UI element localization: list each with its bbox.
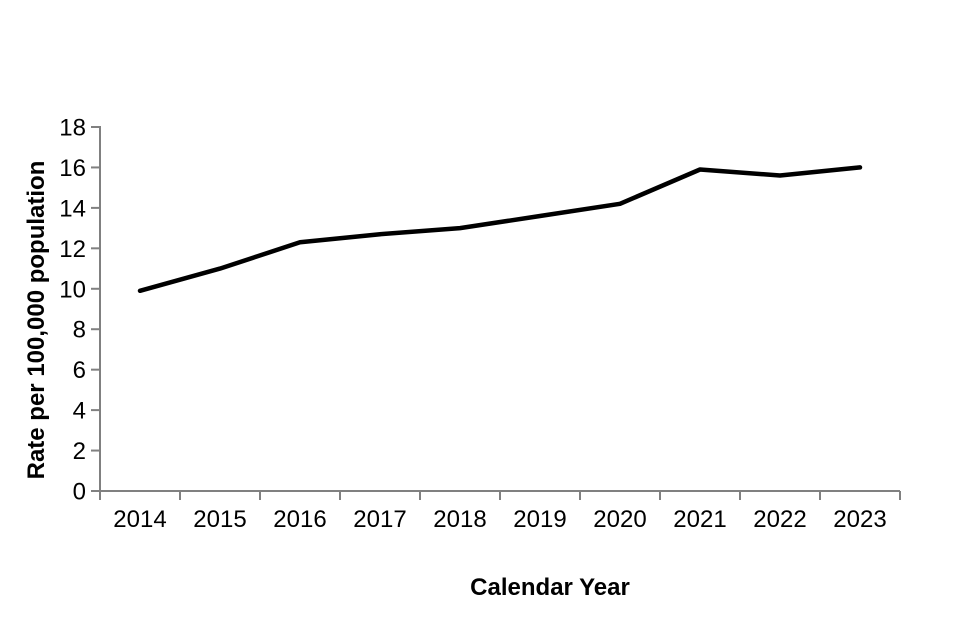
y-tick-label: 0 — [73, 479, 86, 506]
y-axis-title: Rate per 100,000 population — [23, 160, 50, 480]
y-tick-label: 8 — [73, 317, 86, 344]
y-tick-label: 6 — [73, 357, 86, 384]
x-tick-label: 2018 — [433, 506, 486, 533]
x-tick-label: 2022 — [753, 506, 806, 533]
x-tick-label: 2017 — [353, 506, 406, 533]
x-tick-label: 2016 — [273, 506, 326, 533]
y-tick-label: 14 — [59, 195, 86, 222]
y-tick-label: 12 — [59, 236, 86, 263]
y-tick-label: 10 — [59, 276, 86, 303]
x-tick-label: 2023 — [833, 506, 886, 533]
y-tick-label: 18 — [59, 115, 86, 142]
x-tick-label: 2019 — [513, 506, 566, 533]
x-axis-title: Calendar Year — [470, 574, 630, 601]
y-tick-label: 2 — [73, 438, 86, 465]
y-tick-label: 16 — [59, 155, 86, 182]
x-tick-label: 2014 — [113, 506, 166, 533]
x-tick-label: 2021 — [673, 506, 726, 533]
x-tick-label: 2020 — [593, 506, 646, 533]
x-tick-label: 2015 — [193, 506, 246, 533]
y-tick-label: 4 — [73, 398, 86, 425]
rate-line-series — [137, 165, 863, 294]
